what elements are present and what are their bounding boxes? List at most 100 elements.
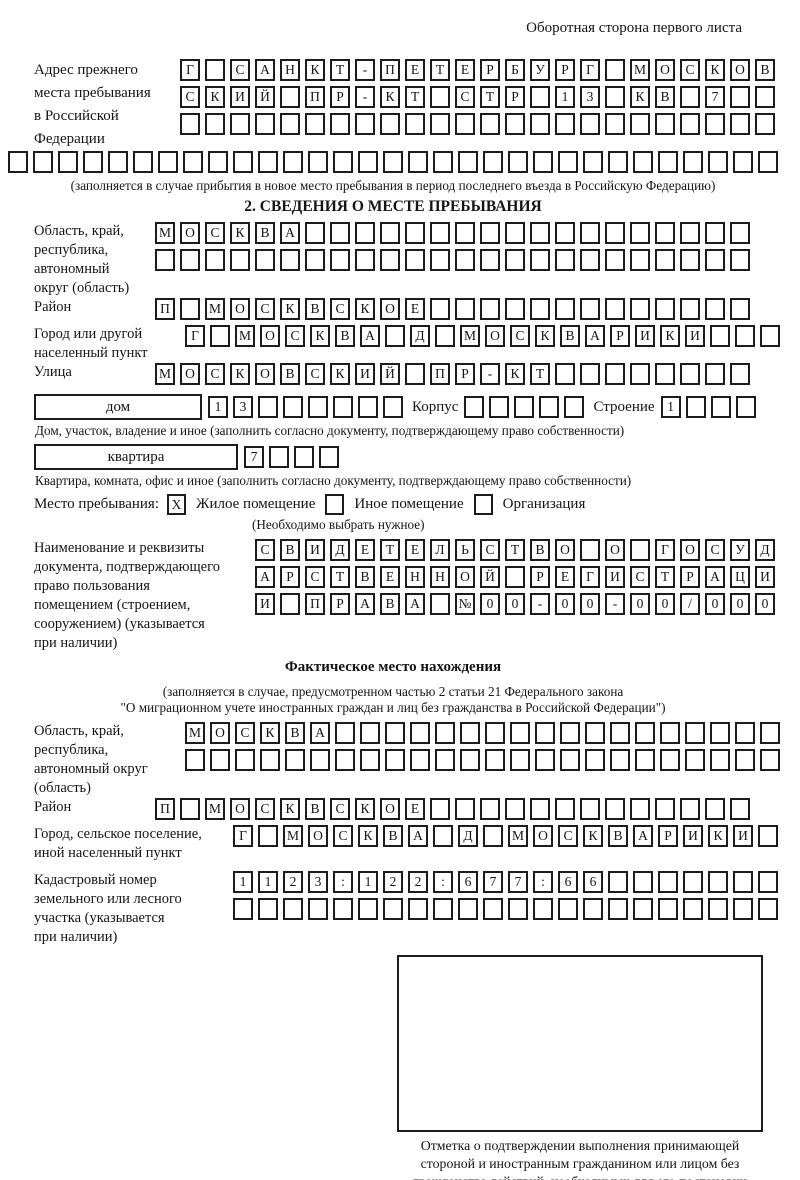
grid-cell[interactable]: - bbox=[355, 86, 375, 108]
grid-cell[interactable] bbox=[483, 898, 503, 920]
grid-cell[interactable] bbox=[380, 222, 400, 244]
grid-cell[interactable] bbox=[508, 151, 528, 173]
grid-cell[interactable]: В bbox=[285, 722, 305, 744]
grid-cell[interactable] bbox=[760, 749, 780, 771]
grid-cell[interactable] bbox=[760, 325, 780, 347]
grid-cell[interactable] bbox=[33, 151, 53, 173]
grid-cell[interactable] bbox=[358, 151, 378, 173]
grid-cell[interactable]: К bbox=[305, 59, 325, 81]
grid-cell[interactable] bbox=[294, 446, 314, 468]
grid-cell[interactable] bbox=[735, 396, 756, 418]
grid-cell[interactable] bbox=[430, 593, 450, 615]
grid-cell[interactable] bbox=[310, 749, 330, 771]
grid-cell[interactable] bbox=[305, 249, 325, 271]
grid-cell[interactable]: - bbox=[605, 593, 625, 615]
grid-cell[interactable] bbox=[730, 86, 750, 108]
grid-cell[interactable] bbox=[758, 871, 778, 893]
grid-cell[interactable] bbox=[233, 898, 253, 920]
grid-cell[interactable]: С bbox=[255, 798, 275, 820]
grid-cell[interactable] bbox=[158, 151, 178, 173]
grid-cell[interactable]: Н bbox=[280, 59, 300, 81]
grid-cell[interactable] bbox=[255, 249, 275, 271]
grid-cell[interactable] bbox=[555, 798, 575, 820]
grid-cell[interactable] bbox=[505, 798, 525, 820]
grid-cell[interactable]: Р bbox=[530, 566, 550, 588]
grid-cell[interactable] bbox=[455, 298, 475, 320]
grid-cell[interactable] bbox=[680, 298, 700, 320]
grid-cell[interactable]: М bbox=[283, 825, 303, 847]
grid-cell[interactable] bbox=[710, 325, 730, 347]
grid-cell[interactable]: М bbox=[508, 825, 528, 847]
grid-cell[interactable] bbox=[630, 798, 650, 820]
grid-cell[interactable] bbox=[319, 446, 339, 468]
grid-cell[interactable] bbox=[680, 222, 700, 244]
grid-cell[interactable]: 1 bbox=[258, 871, 278, 893]
grid-cell[interactable]: С bbox=[630, 566, 650, 588]
grid-cell[interactable]: И bbox=[755, 566, 775, 588]
grid-cell[interactable]: П bbox=[430, 363, 450, 385]
grid-cell[interactable]: К bbox=[708, 825, 728, 847]
grid-cell[interactable] bbox=[660, 722, 680, 744]
grid-cell[interactable]: № bbox=[455, 593, 475, 615]
grid-cell[interactable]: Р bbox=[505, 86, 525, 108]
grid-cell[interactable] bbox=[558, 151, 578, 173]
grid-cell[interactable]: Ц bbox=[730, 566, 750, 588]
grid-cell[interactable]: И bbox=[605, 566, 625, 588]
grid-cell[interactable]: И bbox=[733, 825, 753, 847]
grid-cell[interactable] bbox=[608, 898, 628, 920]
grid-cell[interactable]: С bbox=[480, 539, 500, 561]
grid-cell[interactable]: 7 bbox=[705, 86, 725, 108]
grid-cell[interactable] bbox=[580, 298, 600, 320]
grid-cell[interactable]: Н bbox=[405, 566, 425, 588]
grid-cell[interactable] bbox=[705, 249, 725, 271]
grid-cell[interactable] bbox=[458, 151, 478, 173]
grid-cell[interactable] bbox=[635, 722, 655, 744]
grid-cell[interactable] bbox=[733, 151, 753, 173]
grid-cell[interactable] bbox=[280, 249, 300, 271]
grid-cell[interactable] bbox=[58, 151, 78, 173]
grid-cell[interactable] bbox=[680, 363, 700, 385]
grid-cell[interactable] bbox=[610, 722, 630, 744]
grid-cell[interactable]: К bbox=[535, 325, 555, 347]
grid-cell[interactable] bbox=[560, 749, 580, 771]
grid-cell[interactable]: Р bbox=[455, 363, 475, 385]
grid-cell[interactable] bbox=[505, 298, 525, 320]
grid-cell[interactable] bbox=[730, 113, 750, 135]
grid-cell[interactable] bbox=[280, 86, 300, 108]
grid-cell[interactable] bbox=[435, 325, 455, 347]
grid-cell[interactable]: П bbox=[305, 86, 325, 108]
grid-cell[interactable]: 0 bbox=[555, 593, 575, 615]
grid-cell[interactable]: П bbox=[155, 298, 175, 320]
grid-cell[interactable] bbox=[635, 749, 655, 771]
grid-cell[interactable] bbox=[485, 722, 505, 744]
grid-cell[interactable]: А bbox=[255, 59, 275, 81]
grid-cell[interactable]: С bbox=[455, 86, 475, 108]
grid-cell[interactable] bbox=[705, 363, 725, 385]
grid-cell[interactable] bbox=[539, 396, 560, 418]
grid-cell[interactable] bbox=[208, 151, 228, 173]
grid-cell[interactable]: Г bbox=[580, 566, 600, 588]
grid-cell[interactable] bbox=[210, 325, 230, 347]
grid-cell[interactable] bbox=[533, 151, 553, 173]
grid-cell[interactable] bbox=[708, 871, 728, 893]
grid-cell[interactable] bbox=[733, 898, 753, 920]
grid-cell[interactable] bbox=[655, 113, 675, 135]
grid-cell[interactable] bbox=[630, 298, 650, 320]
grid-cell[interactable] bbox=[560, 722, 580, 744]
grid-cell[interactable] bbox=[258, 825, 278, 847]
grid-cell[interactable]: Е bbox=[555, 566, 575, 588]
grid-cell[interactable] bbox=[408, 151, 428, 173]
grid-cell[interactable] bbox=[680, 113, 700, 135]
grid-cell[interactable] bbox=[680, 249, 700, 271]
grid-cell[interactable]: Р bbox=[555, 59, 575, 81]
grid-cell[interactable] bbox=[505, 566, 525, 588]
grid-cell[interactable]: В bbox=[335, 325, 355, 347]
grid-cell[interactable]: К bbox=[310, 325, 330, 347]
grid-cell[interactable]: О bbox=[210, 722, 230, 744]
grid-cell[interactable]: И bbox=[635, 325, 655, 347]
grid-cell[interactable] bbox=[405, 249, 425, 271]
grid-cell[interactable] bbox=[680, 86, 700, 108]
grid-cell[interactable]: 2 bbox=[408, 871, 428, 893]
grid-cell[interactable] bbox=[180, 798, 200, 820]
grid-cell[interactable] bbox=[355, 113, 375, 135]
